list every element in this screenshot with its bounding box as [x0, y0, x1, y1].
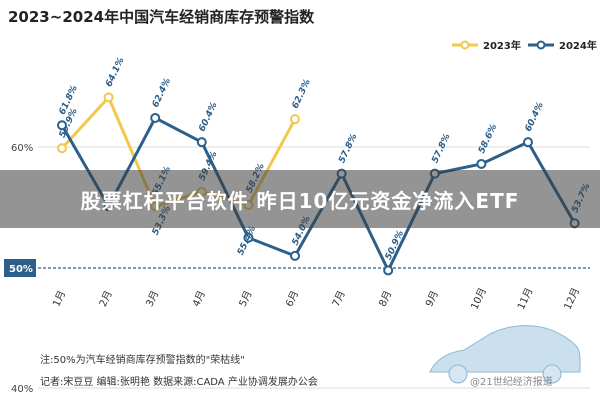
legend-marker — [536, 40, 546, 50]
x-tick-label: 2月 — [97, 289, 115, 309]
data-label: 60.4% — [524, 101, 546, 134]
data-point — [523, 137, 533, 148]
data-label: 60.4% — [197, 101, 219, 134]
x-tick-label: 12月 — [562, 286, 582, 312]
data-point — [103, 92, 114, 103]
banner-text: 股票杠杆平台软件 昨日10亿元资金净流入ETF — [80, 188, 520, 213]
footer-watermark: @21世纪经济报道 — [470, 377, 553, 388]
x-tick-label: 9月 — [423, 289, 441, 309]
car-wheel — [542, 364, 562, 384]
data-label: 57.8% — [430, 132, 452, 165]
data-point — [476, 158, 487, 169]
data-label: 50.9% — [384, 229, 406, 262]
data-label: 58.6% — [477, 123, 499, 156]
data-label: 57.8% — [337, 132, 359, 165]
y-tick-label: 50% — [9, 264, 33, 275]
x-tick-label: 6月 — [283, 289, 301, 309]
x-tick-label: 5月 — [237, 289, 255, 309]
car-wheel — [448, 364, 468, 384]
footer-credits: 记者:宋豆豆 编辑:张明艳 数据来源:CADA 产业协调发展办公会 — [40, 377, 318, 388]
y-tick-label: 60% — [11, 143, 33, 154]
data-point — [196, 137, 207, 148]
x-tick-label: 1月 — [50, 289, 68, 309]
x-tick-label: 11月 — [515, 286, 535, 312]
data-point — [150, 112, 161, 123]
chart-title: 2023~2024年中国汽车经销商库存预警指数 — [8, 8, 315, 26]
data-point — [57, 143, 67, 154]
threshold-tag — [4, 259, 36, 277]
overlay-banner: 股票杠杆平台软件 昨日10亿元资金净流入ETF — [0, 170, 600, 228]
data-point — [290, 114, 300, 125]
legend-label: 2023年 — [483, 39, 521, 52]
data-point — [290, 250, 300, 261]
x-tick-label: 7月 — [330, 289, 348, 309]
data-label: 62.3% — [291, 78, 313, 111]
data-point — [243, 232, 254, 243]
x-tick-label: 3月 — [144, 289, 162, 309]
footer-note: 注:50%为汽车经销商库存预警指数的"荣枯线" — [40, 355, 245, 366]
x-tick-label: 10月 — [468, 286, 488, 312]
legend-marker — [460, 40, 470, 50]
car-illustration — [429, 325, 581, 373]
y-tick-label: 40% — [11, 384, 33, 395]
data-label: 62.4% — [151, 77, 173, 110]
data-point — [57, 120, 67, 131]
data-point — [383, 265, 394, 276]
legend-label: 2024年 — [559, 39, 597, 52]
data-label: 64.1% — [104, 56, 126, 89]
x-tick-label: 8月 — [377, 289, 395, 309]
x-tick-label: 4月 — [190, 289, 208, 309]
